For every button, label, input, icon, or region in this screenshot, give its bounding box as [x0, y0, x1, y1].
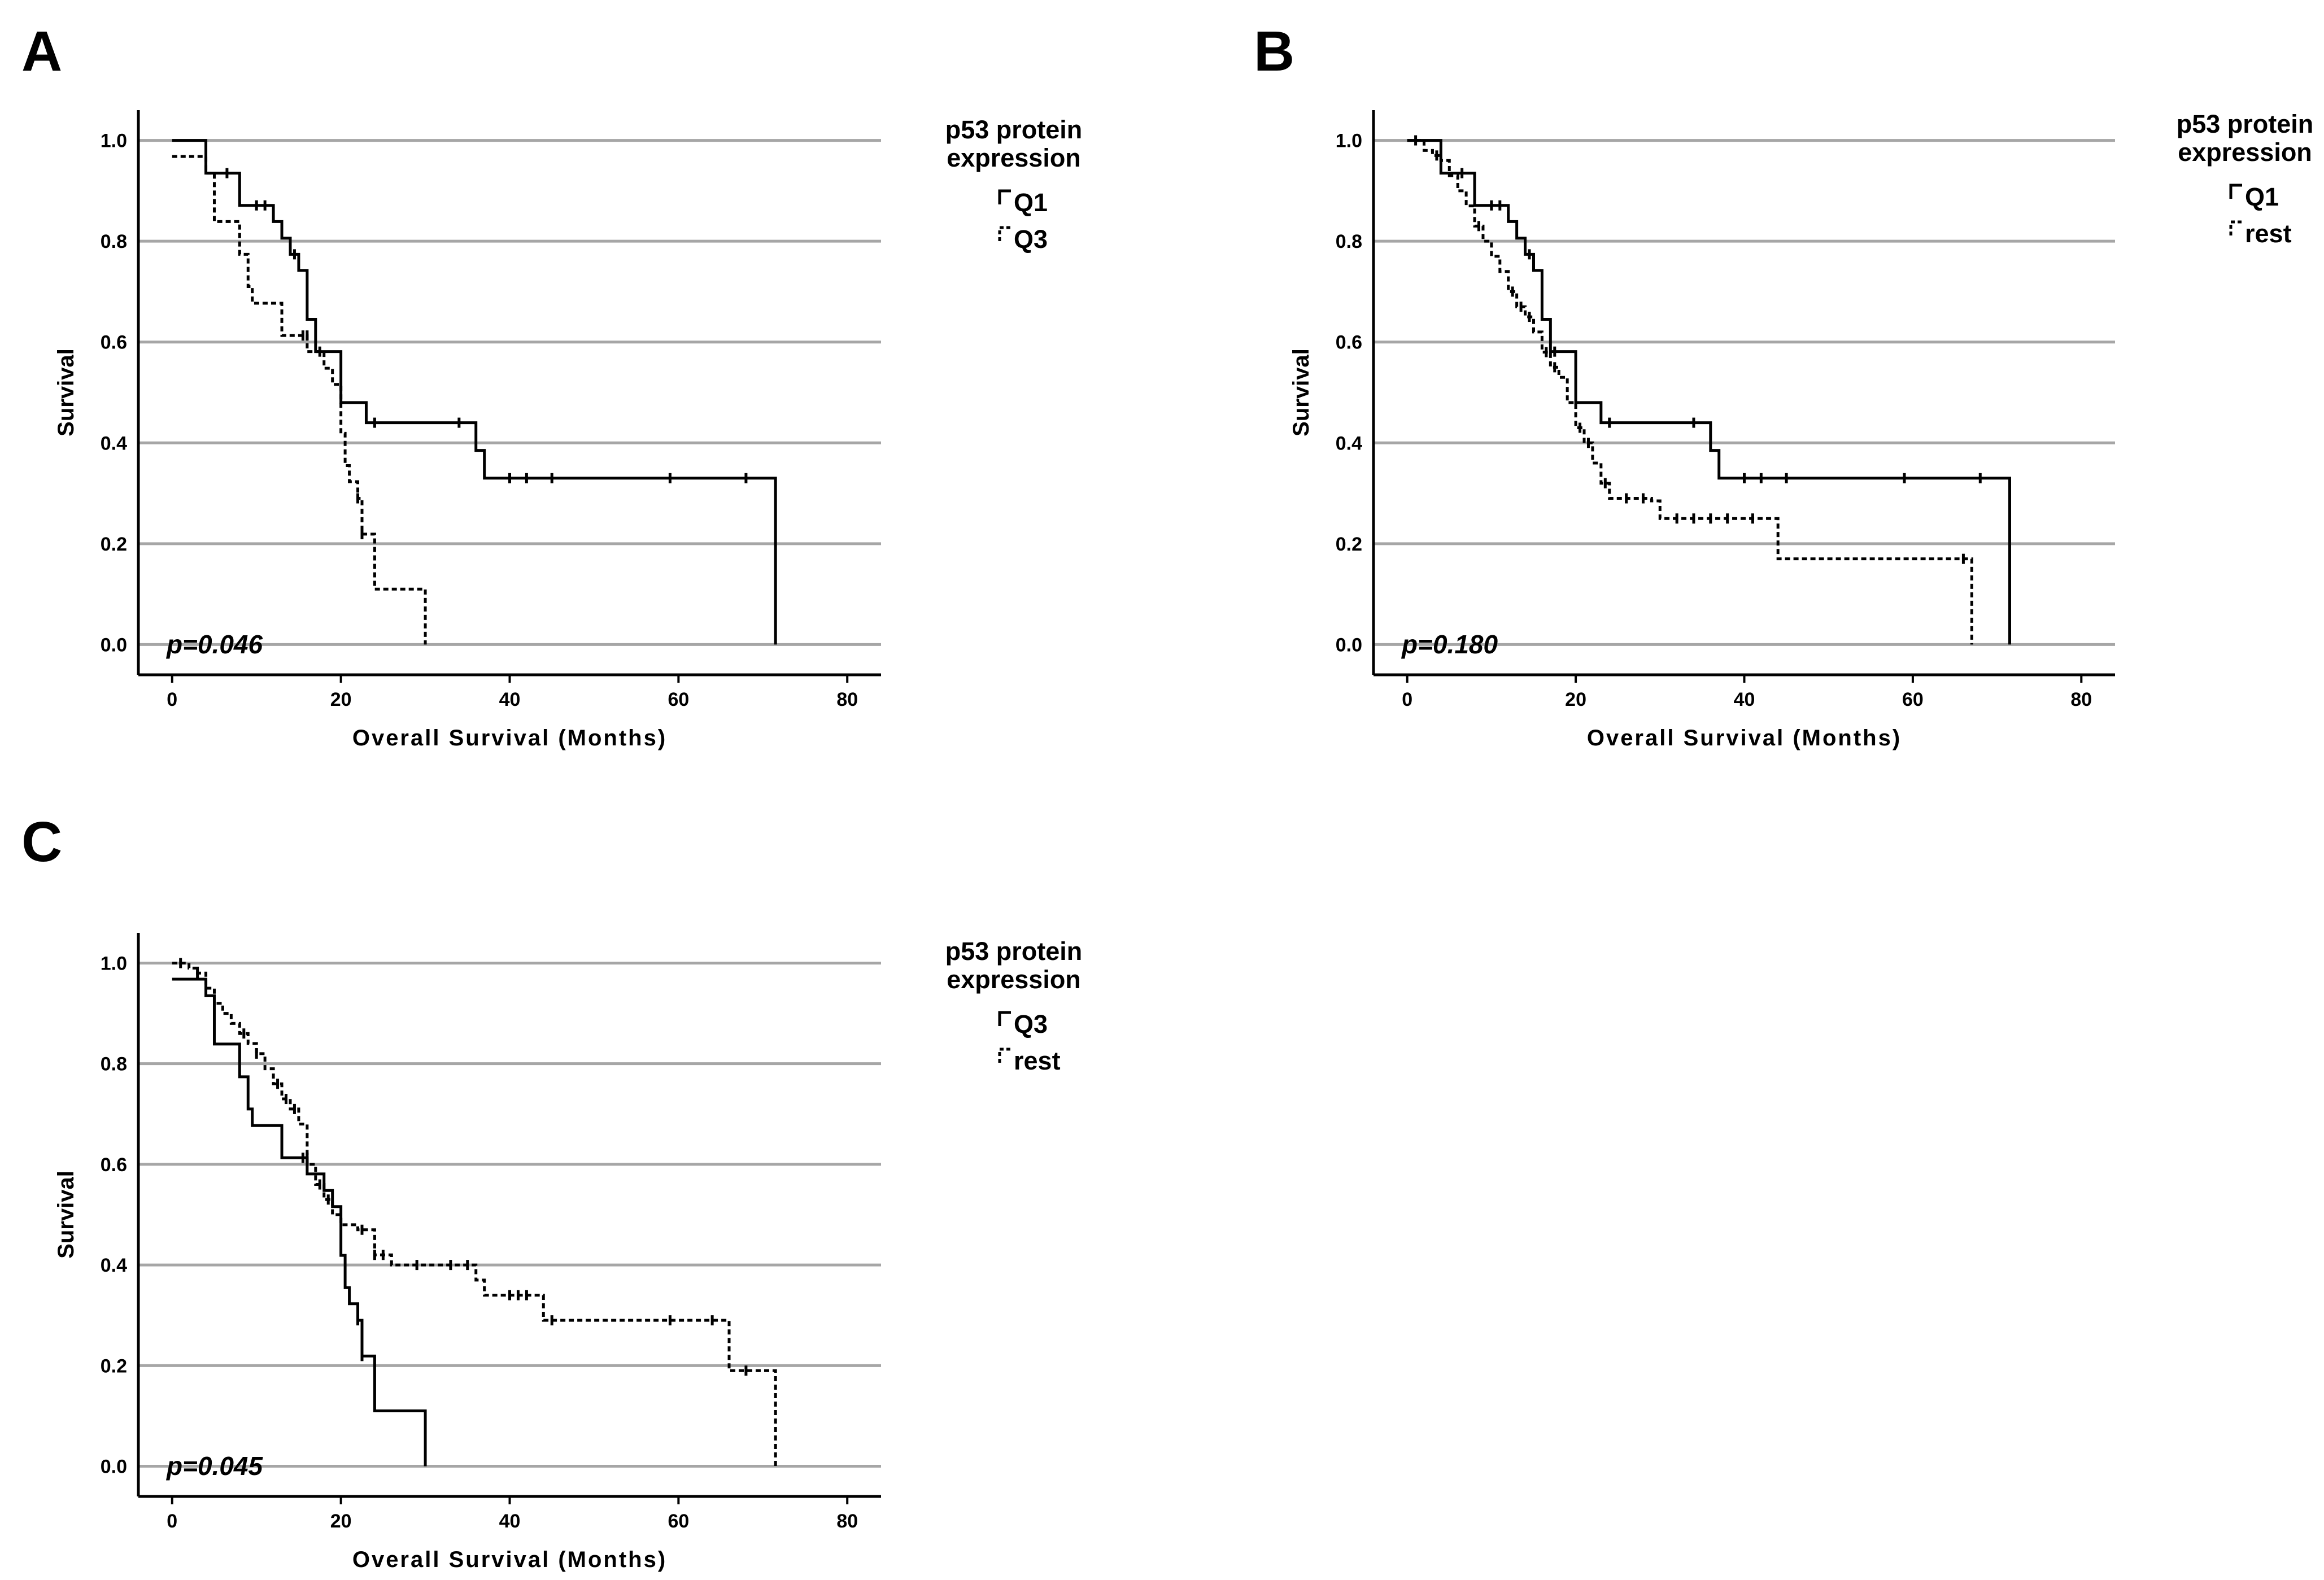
y-tick-label: 0.0: [101, 1456, 127, 1478]
legend-label: rest: [2245, 219, 2292, 248]
y-tick-label: 0.4: [1336, 433, 1362, 454]
y-tick-label: 0.4: [101, 1255, 127, 1276]
y-axis-title: Survival: [1289, 348, 1314, 437]
curve-q1: [1407, 139, 2011, 645]
y-tick-label: 0.0: [1336, 634, 1362, 656]
y-tick-label: 1.0: [1336, 130, 1362, 152]
curve-q3: [172, 977, 427, 1466]
p-value-annotation: p=0.046: [165, 630, 263, 659]
y-tick-label: 0.8: [101, 1054, 127, 1075]
x-tick-label: 0: [167, 1511, 177, 1532]
x-tick-label: 0: [167, 689, 177, 710]
p-value-annotation: p=0.180: [1401, 630, 1498, 659]
x-axis-title: Overall Survival (Months): [352, 1547, 667, 1572]
legend-swatch: [2229, 184, 2242, 199]
legend-title: expression: [2178, 138, 2312, 167]
legend-label: Q1: [1014, 188, 1048, 217]
x-tick-label: 40: [499, 689, 521, 710]
legend-title: p53 protein: [2177, 110, 2314, 138]
y-axis-title: Survival: [54, 348, 79, 437]
x-tick-label: 80: [2070, 689, 2092, 710]
y-tick-label: 0.6: [101, 332, 127, 353]
curve-rest: [1407, 139, 1973, 645]
legend-title: p53 protein: [945, 937, 1083, 966]
panel-letter: A: [21, 20, 62, 83]
y-tick-label: 0.2: [101, 534, 127, 555]
legend-title: expression: [947, 143, 1081, 172]
x-tick-label: 20: [330, 1511, 352, 1532]
km-panel-a: A 0.0 0.2 0.4 0.6 0.8 1.0 0 20 40 60 80 Overall Surv…: [21, 20, 1082, 750]
x-tick-label: 20: [1565, 689, 1586, 710]
x-tick-label: 80: [836, 689, 858, 710]
y-axis-title: Survival: [54, 1171, 79, 1259]
x-tick-label: 20: [330, 689, 352, 710]
y-tick-label: 0.0: [101, 634, 127, 656]
y-tick-label: 0.8: [1336, 231, 1362, 252]
panel-letter: C: [21, 810, 62, 874]
legend-swatch: [998, 1011, 1011, 1026]
x-tick-label: 60: [668, 1511, 689, 1532]
km-panel-b: B 0.0 0.2 0.4 0.6 0.8 1.0 0 20 40 60 80 Overall Surv…: [1254, 20, 2313, 750]
y-tick-label: 0.4: [101, 433, 127, 454]
curve-rest: [172, 961, 777, 1466]
y-tick-label: 0.2: [101, 1355, 127, 1377]
legend-label: rest: [1014, 1046, 1061, 1075]
legend-title: p53 protein: [945, 115, 1083, 144]
curve-q3: [172, 155, 427, 645]
legend-swatch: [998, 189, 1011, 204]
legend-label: Q3: [1014, 1010, 1048, 1038]
y-tick-label: 0.6: [1336, 332, 1362, 353]
legend-title: expression: [947, 965, 1081, 994]
legend-label: Q1: [2245, 182, 2279, 211]
y-tick-label: 0.8: [101, 231, 127, 252]
x-axis-title: Overall Survival (Months): [1587, 726, 1902, 750]
legend-swatch: [2229, 220, 2242, 235]
x-tick-label: 0: [1402, 689, 1412, 710]
legend-swatch: [998, 226, 1011, 241]
x-tick-label: 60: [1902, 689, 1924, 710]
y-tick-label: 0.2: [1336, 534, 1362, 555]
km-panel-c: C 0.0 0.2 0.4 0.6 0.8 1.0 0 20 40 60 80 Overall Surv…: [21, 810, 1082, 1572]
y-tick-label: 0.6: [101, 1154, 127, 1176]
x-tick-label: 40: [1734, 689, 1755, 710]
curve-q1: [172, 139, 777, 645]
y-tick-label: 1.0: [101, 953, 127, 974]
x-tick-label: 60: [668, 689, 689, 710]
y-tick-label: 1.0: [101, 130, 127, 152]
x-axis-title: Overall Survival (Months): [352, 726, 667, 750]
p-value-annotation: p=0.045: [165, 1451, 263, 1481]
x-tick-label: 40: [499, 1511, 521, 1532]
legend-label: Q3: [1014, 225, 1048, 254]
legend-swatch: [998, 1047, 1011, 1063]
panel-letter: B: [1254, 20, 1294, 83]
x-tick-label: 80: [836, 1511, 858, 1532]
